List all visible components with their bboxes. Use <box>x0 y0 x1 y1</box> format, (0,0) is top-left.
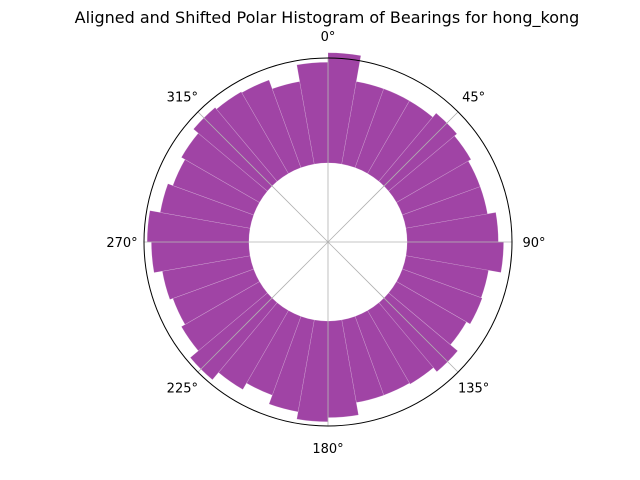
histogram-bar <box>367 100 434 182</box>
histogram-bar <box>241 79 302 174</box>
histogram-bar <box>246 310 302 396</box>
histogram-bar <box>354 310 410 396</box>
histogram-bar <box>172 268 260 325</box>
histogram-bar <box>388 281 467 346</box>
histogram-bar <box>159 183 255 229</box>
polar-frame <box>143 57 513 427</box>
histogram-bar <box>180 132 268 203</box>
angle-tick-label: 225° <box>167 382 198 397</box>
chart-title: Aligned and Shifted Polar Histogram of B… <box>75 8 580 28</box>
histogram-bar <box>396 160 481 216</box>
histogram-bar <box>268 315 315 413</box>
histogram-bar <box>146 210 251 243</box>
histogram-bar <box>354 88 410 174</box>
angular-grid-line <box>197 241 329 373</box>
histogram-bar <box>341 81 385 169</box>
angle-tick-label: 0° <box>321 30 336 45</box>
angle-tick-label: 270° <box>106 236 137 251</box>
histogram-bar <box>296 319 329 423</box>
angle-tick-label: 315° <box>167 90 198 105</box>
angle-tick-label: 45° <box>462 90 485 105</box>
histogram-bar <box>405 241 504 273</box>
angular-grid-line <box>327 241 459 373</box>
angle-tick-label: 135° <box>458 382 489 397</box>
angle-tick-label: 180° <box>312 442 343 457</box>
angle-tick-label: 90° <box>522 236 545 251</box>
histogram-bar <box>172 159 260 216</box>
histogram-bar <box>218 302 289 390</box>
histogram-bar <box>401 255 489 299</box>
angular-grid-line <box>197 111 329 243</box>
histogram-bar <box>327 52 362 165</box>
angular-grid-line <box>327 111 459 243</box>
